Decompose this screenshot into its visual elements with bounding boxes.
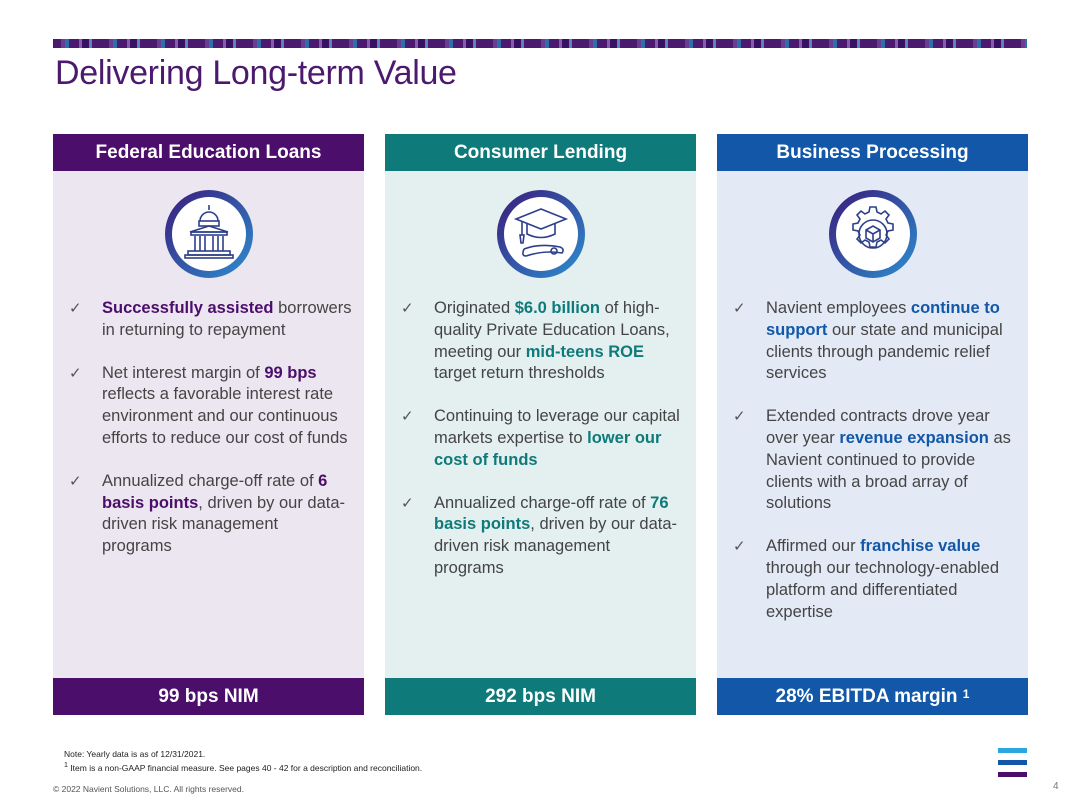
bullet-item: ✓ Net interest margin of 99 bps reflects … (69, 363, 348, 447)
column-header: Consumer Lending (385, 134, 696, 171)
bullet-item: ✓ Navient employees continue to support o… (733, 299, 1003, 383)
check-icon: ✓ (69, 364, 82, 382)
column-footer-metric: 99 bps NIM (53, 678, 364, 715)
bullet-item: ✓ Continuing to leverage our capital mark… (401, 407, 680, 469)
footnote: Note: Yearly data is as of 12/31/2021. 1… (64, 749, 423, 773)
column-business-processing: Business Processing ✓ Navient (717, 134, 1028, 715)
check-icon: ✓ (401, 494, 414, 512)
bullet-item: ✓ Extended contracts drove year over year… (733, 407, 1011, 513)
capitol-building-icon (162, 187, 256, 281)
page-number: 4 (1053, 781, 1059, 792)
bullet-item: ✓ Originated $6.0 billion of high-quality… (401, 299, 670, 383)
check-icon: ✓ (69, 300, 82, 317)
page-title: Delivering Long-term Value (55, 54, 457, 92)
column-federal-education-loans: Federal Education Loans (53, 134, 364, 715)
gear-cube-icon (826, 187, 920, 281)
column-header: Federal Education Loans (53, 134, 364, 171)
check-icon: ✓ (733, 408, 746, 426)
column-footer-metric: 292 bps NIM (385, 678, 696, 715)
bullet-list: ✓ Navient employees continue to support o… (733, 298, 1016, 644)
column-body: ✓ Navient employees continue to support o… (717, 171, 1028, 678)
check-icon: ✓ (401, 300, 414, 317)
bullet-list: ✓ Originated $6.0 billion of high-quality… (401, 298, 684, 601)
column-footer-metric: 28% EBITDA margin 1 (717, 678, 1028, 715)
footnote-marker: 1 (962, 687, 970, 701)
bullet-list: ✓ Successfully assisted borrowers in retu… (69, 298, 352, 579)
check-icon: ✓ (401, 408, 414, 426)
copyright: © 2022 Navient Solutions, LLC. All right… (53, 784, 245, 794)
navient-logo-icon (998, 748, 1027, 784)
bullet-item: ✓ Affirmed our franchise value through ou… (733, 537, 1000, 621)
bullet-item: ✓ Successfully assisted borrowers in retu… (69, 299, 352, 339)
column-body: ✓ Originated $6.0 billion of high-quality… (385, 171, 696, 678)
decorative-top-bar (53, 39, 1027, 48)
bullet-item: ✓ Annualized charge-off rate of 76 basis … (401, 493, 678, 577)
column-header: Business Processing (717, 134, 1028, 171)
check-icon: ✓ (69, 472, 82, 490)
graduation-cap-diploma-icon (494, 187, 588, 281)
bullet-item: ✓ Annualized charge-off rate of 6 basis p… (69, 471, 346, 556)
column-consumer-lending: Consumer Lending (385, 134, 696, 715)
check-icon: ✓ (733, 538, 746, 556)
column-body: ✓ Successfully assisted borrowers in retu… (53, 171, 364, 678)
check-icon: ✓ (733, 300, 746, 317)
